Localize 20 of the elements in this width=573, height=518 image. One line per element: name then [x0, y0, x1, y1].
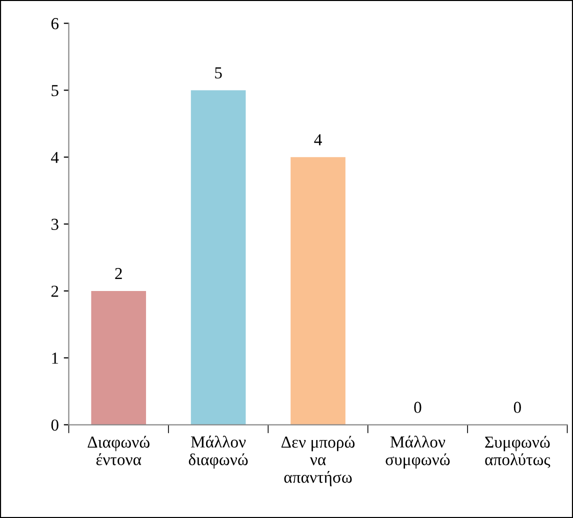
- y-tick-label: 3: [52, 218, 58, 230]
- y-tick-label: 2: [51, 286, 58, 297]
- data-label: 4: [314, 134, 322, 146]
- bar: [290, 157, 346, 425]
- data-label: 5: [215, 67, 222, 78]
- x-tick-label: Μάλλον συμφωνώ: [386, 436, 450, 469]
- x-tick-label: Συμφωνώ απολύτως: [485, 436, 550, 468]
- bar: [91, 290, 146, 425]
- data-label: 0: [414, 402, 422, 414]
- bar: [190, 90, 246, 425]
- x-tick-label: Μάλλον διαφωνώ: [188, 436, 248, 469]
- y-tick-label: 1: [52, 352, 58, 364]
- x-tick-label: Δεν μπορώ να απαντήσω: [281, 436, 355, 486]
- y-tick-label: 0: [51, 419, 58, 431]
- data-label: 2: [115, 268, 122, 280]
- y-tick-label: 5: [52, 85, 58, 96]
- data-label: 0: [514, 402, 521, 414]
- x-tick-label: Διαφωνώ έντονα: [88, 436, 150, 466]
- y-tick-label: 4: [51, 152, 59, 163]
- y-tick-label: 6: [51, 18, 59, 30]
